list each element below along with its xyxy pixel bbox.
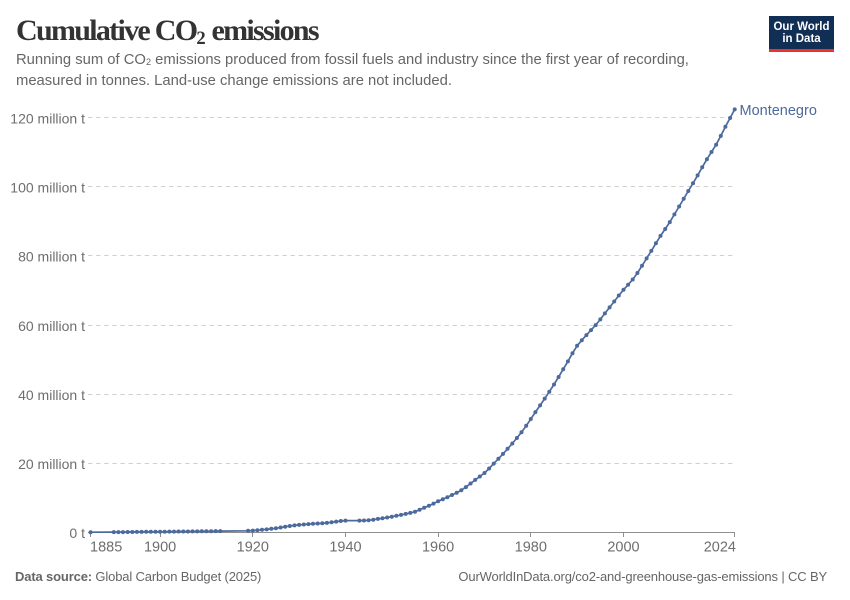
svg-text:1900: 1900 (144, 540, 176, 556)
svg-text:1940: 1940 (329, 540, 361, 556)
svg-text:100 million t: 100 million t (10, 180, 85, 196)
svg-text:1885: 1885 (90, 540, 122, 556)
svg-text:20 million t: 20 million t (18, 456, 85, 472)
svg-text:120 million t: 120 million t (10, 111, 85, 127)
svg-text:1960: 1960 (422, 540, 454, 556)
svg-text:Montenegro: Montenegro (740, 103, 817, 119)
svg-text:0 t: 0 t (69, 525, 85, 541)
svg-text:40 million t: 40 million t (18, 387, 85, 403)
svg-text:2024: 2024 (704, 540, 736, 556)
svg-text:1920: 1920 (237, 540, 269, 556)
svg-text:60 million t: 60 million t (18, 318, 85, 334)
svg-text:80 million t: 80 million t (18, 249, 85, 265)
svg-text:2000: 2000 (607, 540, 639, 556)
svg-text:1980: 1980 (515, 540, 547, 556)
